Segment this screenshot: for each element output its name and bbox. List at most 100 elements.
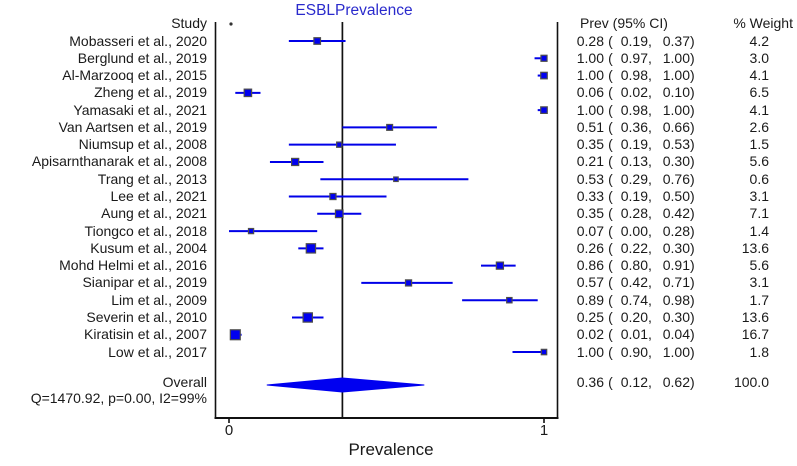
study-marker <box>540 71 548 80</box>
stat-lo: 0.97 <box>620 49 648 66</box>
stat-prev: 1.00 <box>576 343 604 360</box>
stat-rpar: ) <box>690 343 695 360</box>
study-marker <box>336 141 343 148</box>
ci-stat-row: 0.86(0.80, 0.91) <box>571 257 698 274</box>
ci-stat-row: 1.00(0.90, 1.00) <box>571 344 698 361</box>
stat-lpar: ( <box>608 205 613 222</box>
header-row-point <box>229 22 233 26</box>
stat-prev: 0.35 <box>576 205 604 222</box>
study-label: Trang et al., 2013 <box>97 170 207 187</box>
study-marker <box>305 243 317 254</box>
x-axis-label: Prevalence <box>348 440 434 459</box>
stat-lo: 0.98 <box>620 101 648 118</box>
stat-comma: , <box>648 84 652 101</box>
study-marker <box>243 88 253 98</box>
study-label: Mohd Helmi et al., 2016 <box>59 257 207 274</box>
stat-lpar: ( <box>608 326 613 343</box>
stat-rpar: ) <box>690 118 695 135</box>
weight-cell: 13.6 <box>741 239 769 256</box>
study-label: Aung et al., 2021 <box>101 205 207 222</box>
stat-lo: 0.01 <box>620 326 648 343</box>
stat-hi: 0.53 <box>662 136 690 153</box>
study-marker <box>329 192 337 201</box>
ci-stat-row: 1.00(0.98, 1.00) <box>571 67 698 84</box>
weight-cell: 3.1 <box>749 274 769 291</box>
stat-lpar: ( <box>608 373 613 390</box>
stat-lpar: ( <box>608 222 613 239</box>
stat-lo: 0.00 <box>620 222 648 239</box>
chart-title: ESBLPrevalence <box>295 2 413 19</box>
study-marker <box>540 348 548 356</box>
ci-stat-row: 0.28(0.19, 0.37) <box>571 33 698 50</box>
stat-prev: 0.33 <box>576 188 604 205</box>
column-header-weight: % Weight <box>733 15 793 31</box>
stat-hi: 1.00 <box>662 101 690 118</box>
stat-lo: 0.13 <box>620 153 648 170</box>
study-label: Kusum et al., 2004 <box>90 239 207 256</box>
weight-cell: 0.6 <box>749 170 769 187</box>
stat-lo: 0.28 <box>620 205 648 222</box>
stat-rpar: ) <box>690 205 695 222</box>
stat-rpar: ) <box>690 308 695 325</box>
study-label: Niumsup et al., 2008 <box>78 136 207 153</box>
stat-lpar: ( <box>608 101 613 118</box>
ci-stat-row: 0.25(0.20, 0.30) <box>571 309 698 326</box>
stat-lpar: ( <box>608 136 613 153</box>
stat-rpar: ) <box>690 49 695 66</box>
weight-cell: 1.7 <box>749 291 769 308</box>
stat-prev: 0.89 <box>576 291 604 308</box>
ci-stat-row: 0.02(0.01, 0.04) <box>571 326 698 343</box>
ci-stat-row: 0.36(0.12, 0.62) <box>571 374 698 391</box>
stat-hi: 0.71 <box>662 274 690 291</box>
stat-lo: 0.22 <box>620 239 648 256</box>
study-marker <box>506 296 513 304</box>
stat-lo: 0.29 <box>620 170 648 187</box>
stat-prev: 0.86 <box>576 257 604 274</box>
stat-prev: 0.02 <box>576 326 604 343</box>
stat-lpar: ( <box>608 308 613 325</box>
stat-comma: , <box>648 257 652 274</box>
stat-hi: 0.66 <box>662 118 690 135</box>
weight-cell: 16.7 <box>741 326 769 343</box>
study-label: Sianipar et al., 2019 <box>82 274 207 291</box>
stat-rpar: ) <box>690 188 695 205</box>
study-marker <box>495 261 505 270</box>
study-marker <box>386 123 394 131</box>
stat-rpar: ) <box>690 67 695 84</box>
stat-lo: 0.19 <box>620 188 648 205</box>
stat-lpar: ( <box>608 188 613 205</box>
stat-comma: , <box>648 205 652 222</box>
stat-prev: 0.35 <box>576 136 604 153</box>
study-label: Berglund et al., 2019 <box>77 49 207 66</box>
stat-rpar: ) <box>690 373 695 390</box>
stat-prev: 0.06 <box>576 84 604 101</box>
stat-rpar: ) <box>690 84 695 101</box>
study-label: Low et al., 2017 <box>108 343 207 360</box>
stat-lpar: ( <box>608 67 613 84</box>
stat-lo: 0.36 <box>620 118 648 135</box>
stat-lpar: ( <box>608 32 613 49</box>
ci-stat-row: 1.00(0.97, 1.00) <box>571 50 698 67</box>
study-label: Tiongco et al., 2018 <box>84 222 207 239</box>
weight-cell: 2.6 <box>749 118 769 135</box>
study-marker <box>290 157 300 167</box>
x-tick-label: 1 <box>539 422 549 439</box>
weight-cell: 4.1 <box>749 101 769 118</box>
ci-stat-row: 0.89(0.74, 0.98) <box>571 292 698 309</box>
weight-cell: 13.6 <box>741 308 769 325</box>
stat-rpar: ) <box>690 136 695 153</box>
stat-hi: 0.62 <box>662 373 690 390</box>
stat-prev: 1.00 <box>576 101 604 118</box>
stat-comma: , <box>648 32 652 49</box>
study-label: Kiratisin et al., 2007 <box>84 326 207 343</box>
study-label: Severin et al., 2010 <box>86 308 207 325</box>
stat-comma: , <box>648 118 652 135</box>
stat-lpar: ( <box>608 49 613 66</box>
stat-prev: 0.28 <box>576 32 604 49</box>
stat-lo: 0.74 <box>620 291 648 308</box>
stat-hi: 0.04 <box>662 326 690 343</box>
stat-rpar: ) <box>690 222 695 239</box>
stat-hi: 0.28 <box>662 222 690 239</box>
stat-lpar: ( <box>608 153 613 170</box>
